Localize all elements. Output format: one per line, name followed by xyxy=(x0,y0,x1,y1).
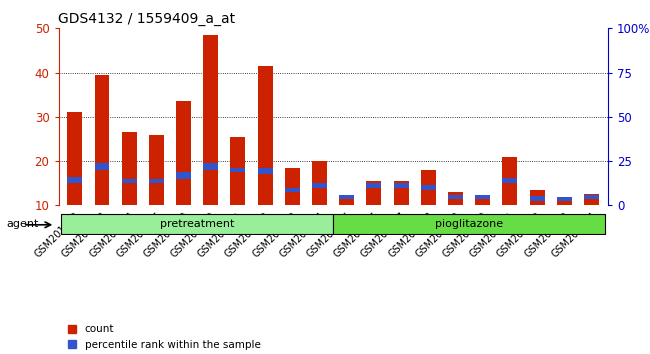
Bar xyxy=(502,178,517,183)
FancyBboxPatch shape xyxy=(61,213,333,234)
Text: pioglitazone: pioglitazone xyxy=(435,219,503,229)
Bar xyxy=(339,196,354,205)
Bar xyxy=(122,132,136,205)
Bar xyxy=(176,172,191,179)
Bar xyxy=(68,113,83,205)
Bar xyxy=(475,196,490,205)
Bar xyxy=(203,35,218,205)
Text: agent: agent xyxy=(6,219,39,229)
Bar xyxy=(367,183,382,188)
FancyBboxPatch shape xyxy=(333,213,605,234)
Bar xyxy=(475,195,490,199)
Bar xyxy=(421,170,436,205)
Bar xyxy=(312,183,327,188)
Bar xyxy=(122,179,136,183)
Legend: count, percentile rank within the sample: count, percentile rank within the sample xyxy=(64,320,265,354)
Bar xyxy=(285,168,300,205)
Bar xyxy=(421,185,436,190)
Bar xyxy=(176,101,191,205)
Bar xyxy=(257,168,272,175)
Bar xyxy=(448,192,463,205)
Bar xyxy=(285,188,300,192)
Bar xyxy=(557,198,572,201)
Bar xyxy=(203,163,218,170)
Bar xyxy=(367,181,382,205)
Bar xyxy=(502,156,517,205)
Bar xyxy=(530,190,545,205)
Bar xyxy=(68,177,83,183)
Bar xyxy=(557,199,572,205)
Bar xyxy=(394,181,409,205)
Bar xyxy=(394,183,409,188)
Bar xyxy=(149,135,164,205)
Bar xyxy=(257,66,272,205)
Bar xyxy=(231,137,246,205)
Bar xyxy=(231,168,246,172)
Bar xyxy=(339,195,354,199)
Bar xyxy=(149,179,164,183)
Bar xyxy=(530,196,545,201)
Bar xyxy=(312,161,327,205)
Bar xyxy=(94,163,109,170)
Bar xyxy=(584,195,599,199)
Bar xyxy=(584,194,599,205)
Text: pretreatment: pretreatment xyxy=(160,219,235,229)
Text: GDS4132 / 1559409_a_at: GDS4132 / 1559409_a_at xyxy=(58,12,235,26)
Bar xyxy=(94,75,109,205)
Bar xyxy=(448,195,463,199)
